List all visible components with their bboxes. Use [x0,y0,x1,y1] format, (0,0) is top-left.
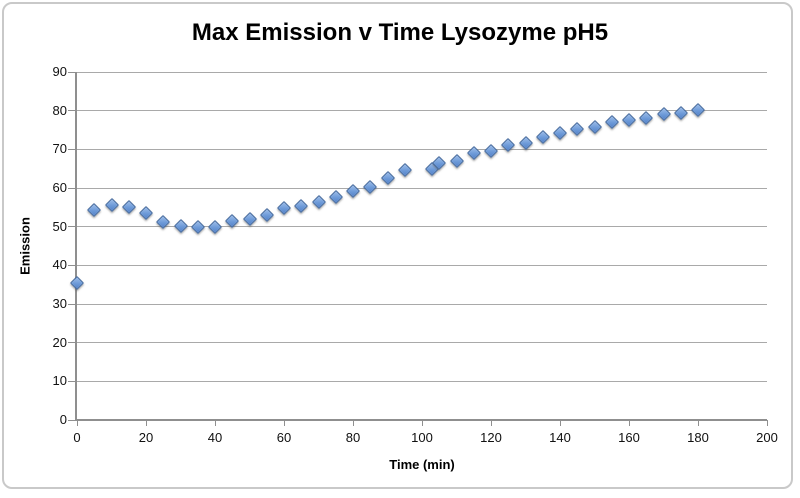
gridline [77,187,767,189]
y-tick-label: 50 [52,218,67,234]
x-axis-tick [421,420,423,426]
y-tick-label: 60 [52,180,67,195]
y-tick-label: 20 [52,334,67,350]
y-axis-tick [68,71,75,73]
gridline [77,110,767,112]
chart-title: Max Emission v Time Lysozyme pH5 [191,19,609,46]
x-tick-label: 60 [276,430,292,445]
y-tick-label: 90 [52,64,67,79]
y-axis-tick [68,303,75,305]
y-axis-tick [68,419,75,421]
gridline [77,264,767,266]
y-axis-tick [68,264,75,266]
x-tick-label: 100 [411,430,433,445]
gridline [77,226,767,228]
x-tick-label: 180 [687,430,709,445]
y-tick-label: 0 [59,412,67,427]
x-axis-tick [283,420,285,426]
x-axis-tick [628,420,630,426]
y-axis-line [75,72,77,421]
gridline [77,380,767,382]
y-axis-tick [68,380,75,382]
x-axis-tick [697,420,699,426]
y-axis-tick [68,187,75,189]
x-tick-label: 80 [345,430,361,445]
x-axis-tick [145,420,147,426]
y-axis-tick [68,342,75,344]
x-axis-tick [766,420,768,426]
gridline [77,148,767,150]
x-tick-label: 40 [207,430,223,445]
gridline [77,71,767,73]
y-tick-label: 40 [52,257,67,273]
x-axis-tick [76,420,78,426]
y-axis-tick [68,148,75,150]
y-tick-label: 70 [52,141,67,157]
x-axis-tick [559,420,561,426]
gridline [77,303,767,305]
x-tick-label: 20 [138,430,154,445]
x-axis-line [75,419,767,421]
x-axis-tick [214,420,216,426]
y-tick-label: 30 [52,296,67,311]
y-axis-tick [68,110,75,112]
x-tick-label: 0 [73,430,81,445]
chart-frame [2,2,793,489]
y-tick-label: 80 [52,102,67,118]
x-axis-title: Time (min) [389,457,455,472]
y-axis-tick [68,226,75,228]
gridline [77,342,767,344]
y-tick-label: 10 [52,373,67,389]
x-tick-label: 140 [549,430,571,445]
x-axis-tick [352,420,354,426]
x-tick-label: 120 [480,430,502,445]
x-axis-tick [490,420,492,426]
x-tick-label: 160 [618,430,640,445]
x-tick-label: 200 [756,430,778,445]
